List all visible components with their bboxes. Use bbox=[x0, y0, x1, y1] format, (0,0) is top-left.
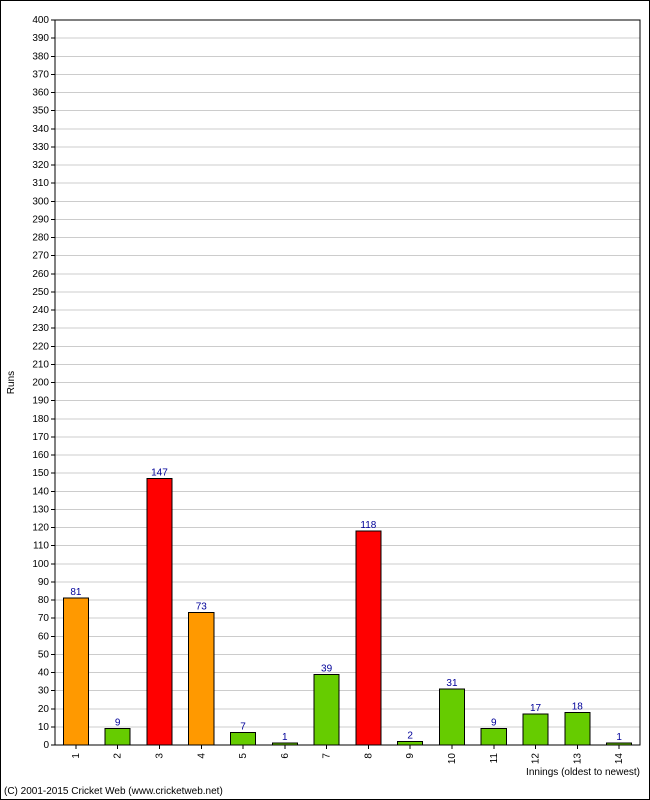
bar-value-label: 18 bbox=[572, 701, 584, 712]
y-tick-label: 110 bbox=[33, 541, 49, 552]
y-tick-label: 50 bbox=[38, 649, 50, 660]
bar-value-label: 39 bbox=[321, 663, 333, 674]
y-tick-label: 340 bbox=[32, 124, 49, 135]
y-tick-label: 370 bbox=[32, 69, 49, 80]
x-tick-label: 10 bbox=[447, 753, 458, 765]
y-tick-label: 220 bbox=[32, 341, 49, 352]
bar bbox=[607, 743, 632, 745]
y-tick-label: 280 bbox=[32, 233, 49, 244]
y-tick-label: 40 bbox=[38, 668, 50, 679]
x-tick-label: 6 bbox=[280, 753, 291, 759]
y-tick-label: 150 bbox=[32, 468, 49, 479]
y-tick-label: 80 bbox=[38, 595, 50, 606]
bar bbox=[439, 689, 464, 745]
y-tick-label: 250 bbox=[32, 287, 49, 298]
bar-value-label: 118 bbox=[360, 520, 376, 531]
x-tick-label: 4 bbox=[196, 753, 207, 759]
y-tick-label: 290 bbox=[32, 214, 49, 225]
y-tick-label: 30 bbox=[38, 686, 50, 697]
y-tick-label: 170 bbox=[32, 432, 49, 443]
bar-value-label: 81 bbox=[70, 587, 82, 598]
y-axis-title: Runs bbox=[6, 371, 17, 394]
x-tick-label: 11 bbox=[489, 753, 500, 764]
x-tick-label: 12 bbox=[531, 753, 542, 765]
bar bbox=[565, 712, 590, 745]
x-tick-label: 2 bbox=[113, 753, 124, 759]
y-tick-label: 200 bbox=[32, 378, 49, 389]
bar bbox=[63, 598, 88, 745]
bar bbox=[481, 729, 506, 745]
bar bbox=[147, 479, 172, 745]
x-tick-label: 9 bbox=[405, 753, 416, 759]
y-tick-label: 330 bbox=[32, 142, 49, 153]
bar bbox=[314, 674, 339, 745]
bar-value-label: 1 bbox=[616, 732, 622, 743]
y-tick-label: 350 bbox=[32, 106, 49, 117]
chart-container: 0102030405060708090100110120130140150160… bbox=[0, 0, 650, 800]
y-tick-label: 160 bbox=[32, 450, 49, 461]
y-tick-label: 60 bbox=[38, 631, 50, 642]
bar-value-label: 9 bbox=[115, 718, 121, 729]
x-tick-label: 3 bbox=[154, 753, 165, 759]
x-tick-label: 5 bbox=[238, 753, 249, 759]
x-tick-label: 14 bbox=[614, 753, 625, 765]
bar bbox=[356, 531, 381, 745]
y-tick-label: 260 bbox=[32, 269, 49, 280]
bar-value-label: 73 bbox=[196, 602, 208, 613]
y-tick-label: 130 bbox=[32, 504, 49, 515]
bar bbox=[189, 613, 214, 745]
y-tick-label: 10 bbox=[38, 722, 50, 733]
bar bbox=[231, 732, 256, 745]
y-tick-label: 20 bbox=[38, 704, 50, 715]
y-tick-label: 400 bbox=[32, 15, 49, 26]
y-tick-label: 120 bbox=[32, 523, 49, 534]
y-tick-label: 390 bbox=[32, 33, 49, 44]
x-axis-title: Innings (oldest to newest) bbox=[526, 767, 640, 778]
x-tick-label: 13 bbox=[572, 753, 583, 765]
bar bbox=[105, 729, 130, 745]
bar bbox=[398, 741, 423, 745]
y-tick-label: 320 bbox=[32, 160, 49, 171]
x-tick-label: 8 bbox=[363, 753, 374, 759]
y-tick-label: 180 bbox=[32, 414, 49, 425]
y-tick-label: 270 bbox=[32, 251, 49, 262]
bar-chart: 0102030405060708090100110120130140150160… bbox=[0, 0, 650, 800]
y-tick-label: 300 bbox=[32, 196, 49, 207]
y-tick-label: 100 bbox=[32, 559, 49, 570]
y-tick-label: 210 bbox=[32, 359, 49, 370]
bar-value-label: 2 bbox=[407, 730, 413, 741]
bar-value-label: 31 bbox=[446, 678, 458, 689]
footer-copyright: (C) 2001-2015 Cricket Web (www.cricketwe… bbox=[4, 786, 223, 797]
x-tick-label: 1 bbox=[71, 753, 82, 759]
bar bbox=[523, 714, 548, 745]
bar bbox=[272, 743, 297, 745]
y-tick-label: 360 bbox=[32, 88, 49, 99]
y-tick-label: 230 bbox=[32, 323, 49, 334]
y-tick-label: 240 bbox=[32, 305, 49, 316]
bar-value-label: 1 bbox=[282, 732, 288, 743]
y-tick-label: 140 bbox=[32, 486, 49, 497]
y-tick-label: 380 bbox=[32, 51, 49, 62]
y-tick-label: 310 bbox=[32, 178, 49, 189]
y-tick-label: 70 bbox=[38, 613, 50, 624]
y-tick-label: 0 bbox=[43, 740, 49, 751]
bar-value-label: 147 bbox=[151, 468, 168, 479]
bar-value-label: 9 bbox=[491, 718, 497, 729]
bar-value-label: 17 bbox=[530, 703, 542, 714]
bar-value-label: 7 bbox=[240, 721, 246, 732]
y-tick-label: 90 bbox=[38, 577, 50, 588]
x-tick-label: 7 bbox=[322, 753, 333, 759]
y-tick-label: 190 bbox=[32, 396, 49, 407]
